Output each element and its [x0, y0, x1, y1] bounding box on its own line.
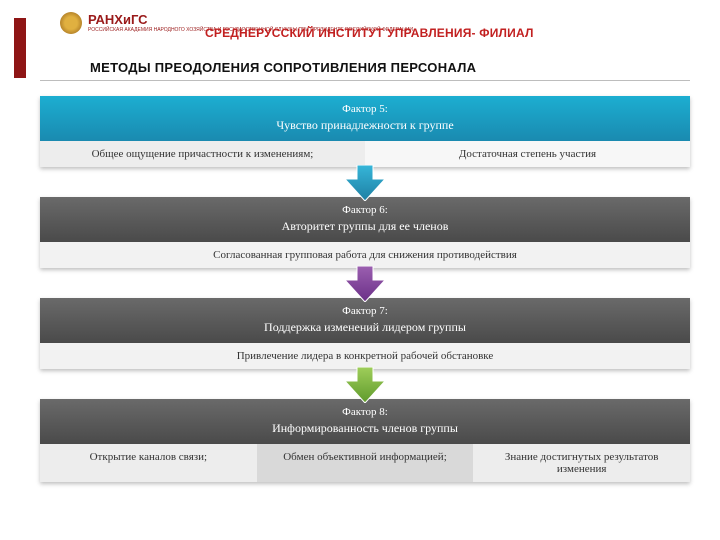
- accent-bar: [14, 18, 26, 78]
- page-title: МЕТОДЫ ПРЕОДОЛЕНИЯ СОПРОТИВЛЕНИЯ ПЕРСОНА…: [90, 60, 476, 75]
- factor-item: Открытие каналов связи;: [40, 444, 257, 482]
- factor-header: Фактор 7:Поддержка изменений лидером гру…: [40, 298, 690, 343]
- factor-header: Фактор 8:Информированность членов группы: [40, 399, 690, 444]
- factor-label-index: Фактор 7:: [48, 304, 682, 319]
- factor-items-row: Открытие каналов связи;Обмен объективной…: [40, 444, 690, 482]
- factor-header: Фактор 6:Авторитет группы для ее членов: [40, 197, 690, 242]
- factor-label-index: Фактор 8:: [48, 405, 682, 420]
- arrow-down-icon: [345, 165, 385, 201]
- factor-item: Согласованная групповая работа для сниже…: [40, 242, 690, 268]
- factor-label-index: Фактор 6:: [48, 203, 682, 218]
- factor-header: Фактор 5:Чувство принадлежности к группе: [40, 96, 690, 141]
- factor-item: Обмен объективной информацией;: [257, 444, 474, 482]
- institute-name: СРЕДНЕРУССКИЙ ИНСТИТУТ УПРАВЛЕНИЯ- ФИЛИА…: [205, 26, 534, 40]
- factor-block: Фактор 5:Чувство принадлежности к группе…: [40, 96, 690, 167]
- factor-item: Достаточная степень участия: [365, 141, 690, 167]
- factor-label-text: Информированность членов группы: [48, 420, 682, 436]
- factor-item: Привлечение лидера в конкретной рабочей …: [40, 343, 690, 369]
- factor-label-index: Фактор 5:: [48, 102, 682, 117]
- arrow-down-icon: [345, 367, 385, 403]
- factor-block: Фактор 8:Информированность членов группы…: [40, 399, 690, 482]
- arrow-wrap: [40, 266, 690, 300]
- arrow-down-icon: [345, 266, 385, 302]
- factor-item: Общее ощущение причастности к изменениям…: [40, 141, 365, 167]
- factor-items-row: Согласованная групповая работа для сниже…: [40, 242, 690, 268]
- factor-label-text: Авторитет группы для ее членов: [48, 218, 682, 234]
- factor-items-row: Общее ощущение причастности к изменениям…: [40, 141, 690, 167]
- factors-container: Фактор 5:Чувство принадлежности к группе…: [40, 96, 690, 482]
- emblem-icon: [60, 12, 82, 34]
- divider: [40, 80, 690, 81]
- factor-items-row: Привлечение лидера в конкретной рабочей …: [40, 343, 690, 369]
- factor-label-text: Чувство принадлежности к группе: [48, 117, 682, 133]
- factor-block: Фактор 6:Авторитет группы для ее членовС…: [40, 197, 690, 268]
- arrow-wrap: [40, 367, 690, 401]
- arrow-wrap: [40, 165, 690, 199]
- factor-block: Фактор 7:Поддержка изменений лидером гру…: [40, 298, 690, 369]
- factor-item: Знание достигнутых результатов изменения: [473, 444, 690, 482]
- factor-label-text: Поддержка изменений лидером группы: [48, 319, 682, 335]
